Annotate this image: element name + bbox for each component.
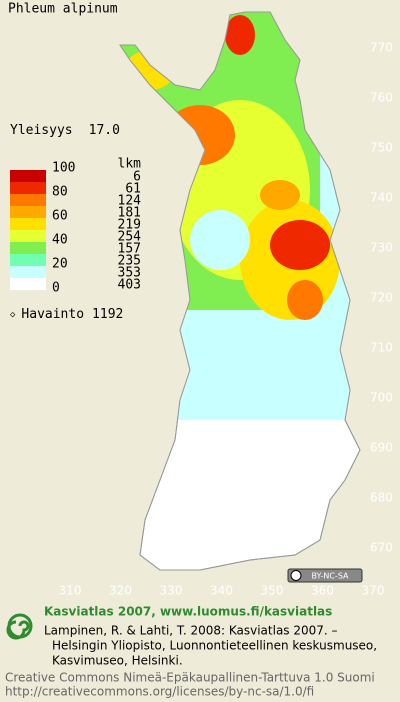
legend-scale-label: 20 [52,257,68,272]
legend-swatch [10,230,46,242]
legend-count: 254 [118,230,142,245]
legend-count: 403 [118,278,141,293]
y-grid-label: 710 [370,341,393,355]
legend-count: 219 [118,218,141,233]
x-grid-label: 350 [261,584,284,598]
x-grid-label: 310 [59,584,82,598]
observation-label: Havainto [21,307,84,322]
legend-scale-label: 80 [52,185,68,200]
legend-swatch [10,170,46,182]
footer: Lampinen, R. & Lahti, T. 2008: Kasviatla… [5,624,377,699]
observations: ◇ Havainto 1192 [10,307,123,322]
frequency-label: Yleisyys 17.0 [10,123,120,138]
citation-line: Helsingin Yliopisto, Luonnontieteellinen… [52,639,377,653]
legend-count: 235 [118,254,141,269]
footer-heading: Kasviatlas 2007, www.luomus.fi/kasviatla… [44,605,332,619]
legend: 100 80 60 40 20 0 lkm6611241812192541572353534… [10,157,141,296]
citation-line: Lampinen, R. & Lahti, T. 2008: Kasviatla… [44,624,338,638]
legend-swatch [10,278,46,290]
legend-count: 157 [118,242,141,257]
x-grid-label: 330 [160,584,183,598]
legend-swatch [10,182,46,194]
legend-count: 6 [133,170,141,185]
legend-swatch [10,266,46,278]
legend-count: 353 [118,266,141,281]
frequency-value: 17.0 [89,123,120,138]
legend-scale-label: 0 [52,281,60,296]
y-grid-label: 690 [370,441,393,455]
y-grid-label: 770 [370,41,393,55]
y-grid-label: 740 [370,191,393,205]
legend-scale-label: 60 [52,209,68,224]
species-title: Phleum alpinum [8,2,118,17]
y-grid-label: 700 [370,391,393,405]
legend-count: 181 [118,206,141,221]
legend-count: 61 [125,182,141,197]
y-grid-label: 670 [370,541,393,555]
country-border [119,11,361,571]
grid-labels: 770 760 750 740 730 720 710 700 690 680 670 310 320 3… [59,41,393,598]
legend-swatch [10,206,46,218]
frequency-name: Yleisyys [10,123,73,138]
observation-count: 1192 [92,307,123,322]
x-grid-label: 340 [210,584,233,598]
y-grid-label: 720 [370,291,393,305]
legend-swatch [10,194,46,206]
y-grid-label: 680 [370,491,393,505]
logo [6,613,33,640]
legend-swatch [10,254,46,266]
x-grid-label: 360 [311,584,334,598]
citation-line: Kasvimuseo, Helsinki. [52,654,183,668]
legend-count-header: lkm [118,157,142,172]
x-grid-label: 370 [362,584,385,598]
license-line: Creative Commons Nimeä-Epäkaupallinen-Ta… [5,671,375,685]
legend-swatch [10,218,46,230]
license-badge-text: BY-NC-SA [311,572,349,581]
x-grid-label: 320 [109,584,132,598]
observation-symbol: ◇ [10,310,16,320]
legend-scale-label: 40 [52,233,68,248]
y-grid-label: 760 [370,91,393,105]
license-line: http://creativecommons.org/licenses/by-n… [5,685,314,699]
legend-count: 124 [118,194,142,209]
y-grid-label: 750 [370,141,393,155]
license-badge: BY-NC-SA [287,568,363,583]
y-grid-label: 730 [370,241,393,255]
legend-swatch [10,242,46,254]
legend-scale-label: 100 [52,161,75,176]
